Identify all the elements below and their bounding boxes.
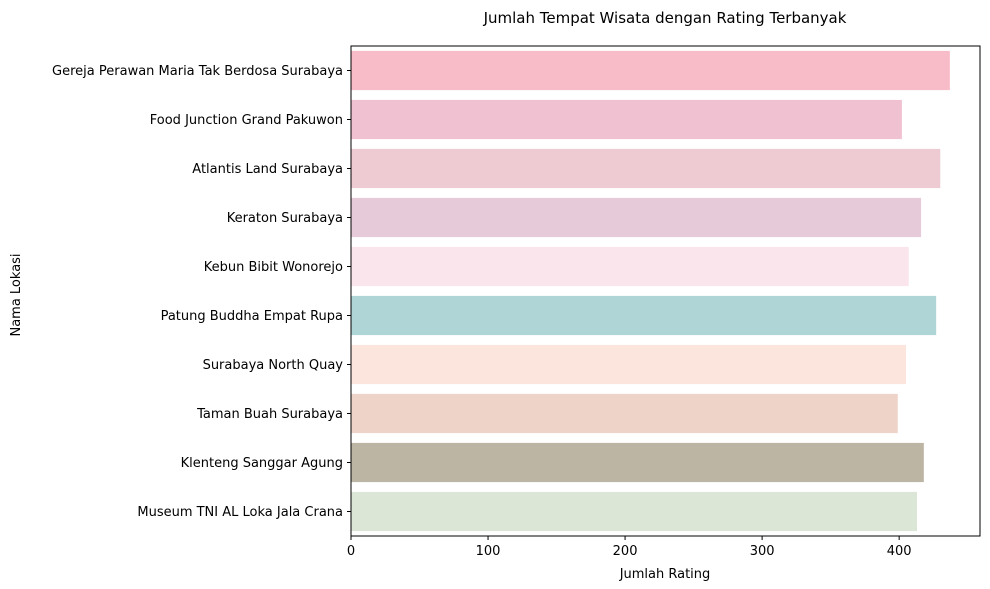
x-tick-label: 100 xyxy=(476,544,501,559)
bars-group xyxy=(351,50,950,532)
category-label: Atlantis Land Surabaya xyxy=(192,162,343,177)
x-ticks: 0 100 200 300 400 xyxy=(347,536,912,559)
bar xyxy=(351,50,950,91)
bar xyxy=(351,197,922,238)
y-axis-label: Nama Lokasi xyxy=(9,253,24,336)
bar xyxy=(351,442,924,483)
x-tick-label: 200 xyxy=(613,544,638,559)
category-label: Klenteng Sanggar Agung xyxy=(181,456,343,471)
category-label: Food Junction Grand Pakuwon xyxy=(150,113,343,128)
category-label: Museum TNI AL Loka Jala Crana xyxy=(137,505,343,520)
category-label: Surabaya North Quay xyxy=(203,358,344,373)
category-label: Patung Buddha Empat Rupa xyxy=(161,309,343,324)
plot-frame xyxy=(350,45,981,537)
category-label: Taman Buah Surabaya xyxy=(196,407,343,422)
x-tick-label: 300 xyxy=(750,544,775,559)
category-label: Keraton Surabaya xyxy=(227,211,343,226)
bar xyxy=(351,99,902,140)
category-labels: Gereja Perawan Maria Tak Berdosa Surabay… xyxy=(52,64,351,520)
bar xyxy=(351,148,941,189)
x-axis-label: Jumlah Rating xyxy=(619,567,711,582)
chart-title: Jumlah Tempat Wisata dengan Rating Terba… xyxy=(483,9,847,27)
x-tick-label: 400 xyxy=(887,544,912,559)
bar xyxy=(351,295,937,336)
bar xyxy=(351,246,909,287)
bar xyxy=(351,344,906,385)
x-tick-label: 0 xyxy=(347,544,355,559)
bar xyxy=(351,491,917,532)
bar xyxy=(351,393,898,434)
category-label: Gereja Perawan Maria Tak Berdosa Surabay… xyxy=(52,64,343,79)
category-label: Kebun Bibit Wonorejo xyxy=(204,260,343,275)
